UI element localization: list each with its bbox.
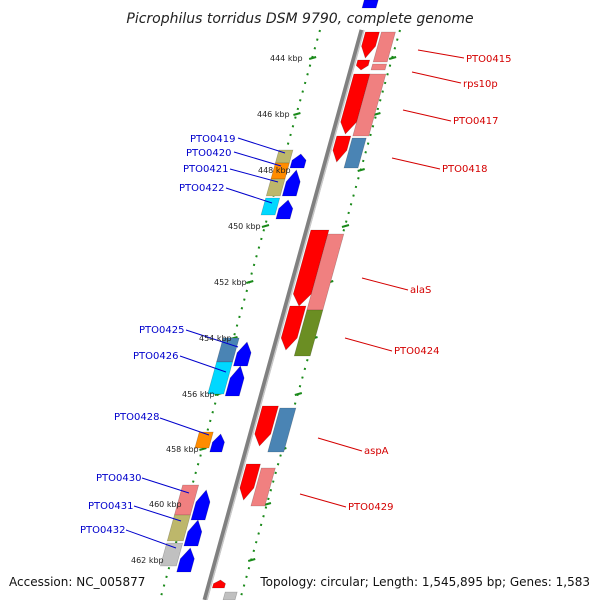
leader-pto0432	[125, 529, 177, 549]
scale-tick	[294, 392, 303, 396]
leader-pto0419	[237, 137, 286, 154]
gene-feature-rps10p[interactable]	[355, 59, 371, 71]
gene-feature-pto0429-cds[interactable]	[250, 467, 276, 507]
leader-pto0421	[229, 168, 279, 183]
gene-label-pto0429[interactable]: PTO0429	[348, 502, 393, 513]
scale-tick	[245, 280, 254, 284]
gene-feature-pto0421[interactable]	[281, 169, 301, 197]
gene-feature-pto0417-cds[interactable]	[352, 73, 387, 137]
scale-label-448: 448 kbp	[258, 166, 291, 175]
gene-label-pto0430[interactable]: PTO0430	[96, 473, 141, 484]
scale-label-446: 446 kbp	[257, 110, 290, 119]
genome-backbone-highlight	[206, 29, 365, 600]
gene-feature-pto0428-cds[interactable]	[194, 431, 214, 449]
gene-feature-pto0424-cds[interactable]	[293, 309, 324, 357]
scale-label-454: 454 kbp	[199, 334, 232, 343]
scale-tick	[388, 56, 397, 60]
gene-feature-pto0432[interactable]	[176, 547, 195, 573]
leader-pto0428	[159, 417, 210, 436]
gene-feature-alas[interactable]	[292, 229, 330, 307]
gene-feature-pto0429[interactable]	[239, 463, 261, 501]
gene-feature-pto0421-cds[interactable]	[265, 178, 286, 197]
gene-label-pto0415[interactable]: PTO0415	[466, 54, 511, 65]
gene-feature-pto0432-cds[interactable]	[159, 542, 184, 567]
leader-pto0417	[402, 109, 452, 122]
leader-aspa	[317, 437, 363, 452]
leader-rps10p	[411, 71, 462, 84]
scale-tick	[199, 447, 207, 451]
gene-label-pto0421[interactable]: PTO0421	[183, 164, 228, 175]
leader-pto0430	[141, 477, 190, 494]
gene-feature-rps10p-cds[interactable]	[370, 63, 388, 71]
gene-feature-top-blue[interactable]	[361, 0, 379, 9]
gene-feature-aspa-cds[interactable]	[267, 407, 297, 453]
gene-label-alas[interactable]: alaS	[410, 285, 431, 296]
leader-pto0424	[344, 337, 393, 352]
gene-label-rps10p[interactable]: rps10p	[463, 79, 498, 90]
scale-tick	[308, 56, 317, 60]
gene-feature-pto0415-cds[interactable]	[372, 31, 396, 63]
scale-label-452: 452 kbp	[214, 278, 247, 287]
scale-label-458: 458 kbp	[166, 445, 199, 454]
scale-label-456: 456 kbp	[182, 390, 215, 399]
scale-label-444: 444 kbp	[270, 54, 303, 63]
map-title: Picrophilus torridus DSM 9790, complete …	[126, 11, 473, 27]
gene-feature-pto0419[interactable]	[289, 153, 307, 169]
gene-feature-pto0426[interactable]	[224, 365, 245, 397]
gene-label-pto0431[interactable]: PTO0431	[88, 501, 133, 512]
leader-pto0425	[185, 329, 239, 348]
gene-feature-pto0418[interactable]	[332, 135, 352, 163]
gene-label-pto0418[interactable]: PTO0418	[442, 164, 487, 175]
genome-backbone	[202, 29, 365, 600]
gene-feature-pto0415[interactable]	[361, 31, 380, 59]
scale-label-450: 450 kbp	[228, 222, 261, 231]
gene-feature-pto0428[interactable]	[209, 433, 225, 453]
gene-label-pto0420[interactable]: PTO0420	[186, 148, 231, 159]
topology-text: Topology: circular; Length: 1,545,895 bp…	[259, 575, 590, 589]
gene-feature-aspa[interactable]	[254, 405, 279, 447]
gene-label-pto0422[interactable]: PTO0422	[179, 183, 224, 194]
gene-feature-pto0418-cds[interactable]	[343, 137, 367, 169]
accession-text: Accession: NC_005877	[9, 575, 145, 589]
gene-feature-pto0422[interactable]	[275, 199, 294, 220]
scale-label-460: 460 kbp	[149, 500, 182, 509]
gene-features	[159, 0, 396, 600]
gene-label-pto0428[interactable]: PTO0428	[114, 412, 159, 423]
leader-pto0415	[417, 49, 465, 59]
gene-label-aspa[interactable]: aspA	[364, 446, 389, 457]
leader-pto0431	[133, 505, 182, 522]
scale-tick	[341, 224, 350, 228]
scale-tick	[293, 112, 301, 116]
gene-feature-pto0419-cds[interactable]	[274, 149, 294, 164]
gene-label-pto0417[interactable]: PTO0417	[453, 116, 498, 127]
scale-label-462: 462 kbp	[131, 556, 164, 565]
scale-tick	[247, 558, 256, 562]
leader-pto0426	[179, 355, 227, 373]
leader-pto0429	[299, 493, 347, 508]
gene-label-pto0424[interactable]: PTO0424	[394, 346, 439, 357]
scale-tick	[261, 224, 270, 228]
scale-tick	[357, 168, 365, 172]
gene-feature-pto0422-cds[interactable]	[260, 197, 281, 216]
gene-label-pto0432[interactable]: PTO0432	[80, 525, 125, 536]
gene-label-pto0426[interactable]: PTO0426	[133, 351, 178, 362]
leader-pto0418	[391, 157, 441, 170]
gene-label-pto0425[interactable]: PTO0425	[139, 325, 184, 336]
leader-pto0420	[233, 151, 282, 167]
gene-feature-bottom-red[interactable]	[211, 579, 226, 589]
gene-feature-bottom-grey[interactable]	[222, 591, 238, 600]
gene-feature-pto0426-cds[interactable]	[207, 361, 233, 395]
gene-feature-pto0431-cds[interactable]	[166, 514, 191, 542]
leader-alas	[361, 277, 409, 291]
gene-feature-pto0417[interactable]	[340, 73, 371, 135]
gene-label-pto0419[interactable]: PTO0419	[190, 134, 235, 145]
label-leaders	[125, 49, 465, 549]
leader-pto0422	[225, 187, 273, 204]
gene-feature-pto0431[interactable]	[183, 519, 203, 547]
gene-feature-pto0424[interactable]	[280, 305, 307, 351]
